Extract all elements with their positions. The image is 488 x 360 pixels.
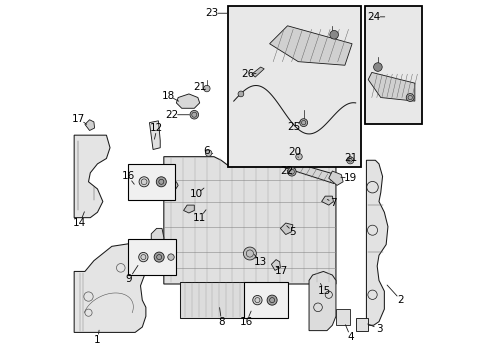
Polygon shape [271,260,280,270]
Polygon shape [335,309,349,325]
Text: 7: 7 [329,198,336,208]
Text: 4: 4 [346,332,353,342]
Text: 5: 5 [289,227,296,237]
Text: 12: 12 [150,123,163,133]
Text: 21: 21 [344,153,357,163]
Polygon shape [328,171,343,185]
Text: 9: 9 [125,274,132,284]
Text: 16: 16 [239,317,252,327]
Circle shape [139,177,149,187]
Text: 18: 18 [161,91,174,101]
Circle shape [299,119,307,127]
Circle shape [167,254,174,260]
Circle shape [329,31,338,39]
Circle shape [156,177,166,187]
Text: 14: 14 [73,218,86,228]
Bar [228,6,360,167]
Text: 23: 23 [205,8,219,18]
Text: 2: 2 [396,295,403,305]
Text: 21: 21 [193,82,206,93]
Text: 8: 8 [218,317,224,327]
Text: 10: 10 [189,189,202,199]
Text: 25: 25 [287,122,300,132]
Circle shape [295,153,302,160]
Polygon shape [167,182,178,191]
Bar [244,282,287,318]
Polygon shape [74,243,149,332]
Circle shape [190,111,198,119]
Circle shape [154,252,164,262]
Text: 16: 16 [121,171,134,181]
Circle shape [252,296,262,305]
Polygon shape [85,120,94,131]
Polygon shape [308,271,335,330]
Polygon shape [280,223,292,234]
Circle shape [238,91,244,97]
Polygon shape [355,318,367,330]
Polygon shape [163,157,335,284]
Text: 19: 19 [343,173,356,183]
Polygon shape [180,282,251,318]
Text: 17: 17 [72,114,85,124]
Text: 3: 3 [375,324,382,334]
Text: 24: 24 [367,12,380,22]
Circle shape [373,63,382,71]
Polygon shape [151,228,163,250]
Text: 6: 6 [203,146,210,156]
Text: 26: 26 [241,69,254,79]
Circle shape [243,247,256,260]
Circle shape [205,150,211,156]
Polygon shape [321,196,333,205]
Polygon shape [366,160,387,325]
Circle shape [203,85,210,92]
Text: 22: 22 [165,110,178,120]
Text: 11: 11 [193,213,206,222]
Polygon shape [176,94,199,108]
Bar [128,164,174,200]
Text: 13: 13 [253,257,267,267]
Polygon shape [74,135,110,218]
Bar [128,239,176,275]
Bar [364,6,421,125]
Circle shape [266,295,277,305]
Polygon shape [284,160,335,184]
Text: 20: 20 [287,147,301,157]
Circle shape [139,252,148,262]
Text: 22: 22 [280,166,293,176]
Text: 15: 15 [317,286,330,296]
Polygon shape [367,72,414,101]
Circle shape [287,167,296,176]
Circle shape [406,94,413,102]
Text: 17: 17 [275,266,288,276]
Polygon shape [183,205,194,213]
Polygon shape [269,26,351,65]
Polygon shape [251,67,264,77]
Text: 1: 1 [94,334,101,345]
Circle shape [346,157,353,164]
Polygon shape [149,121,160,149]
